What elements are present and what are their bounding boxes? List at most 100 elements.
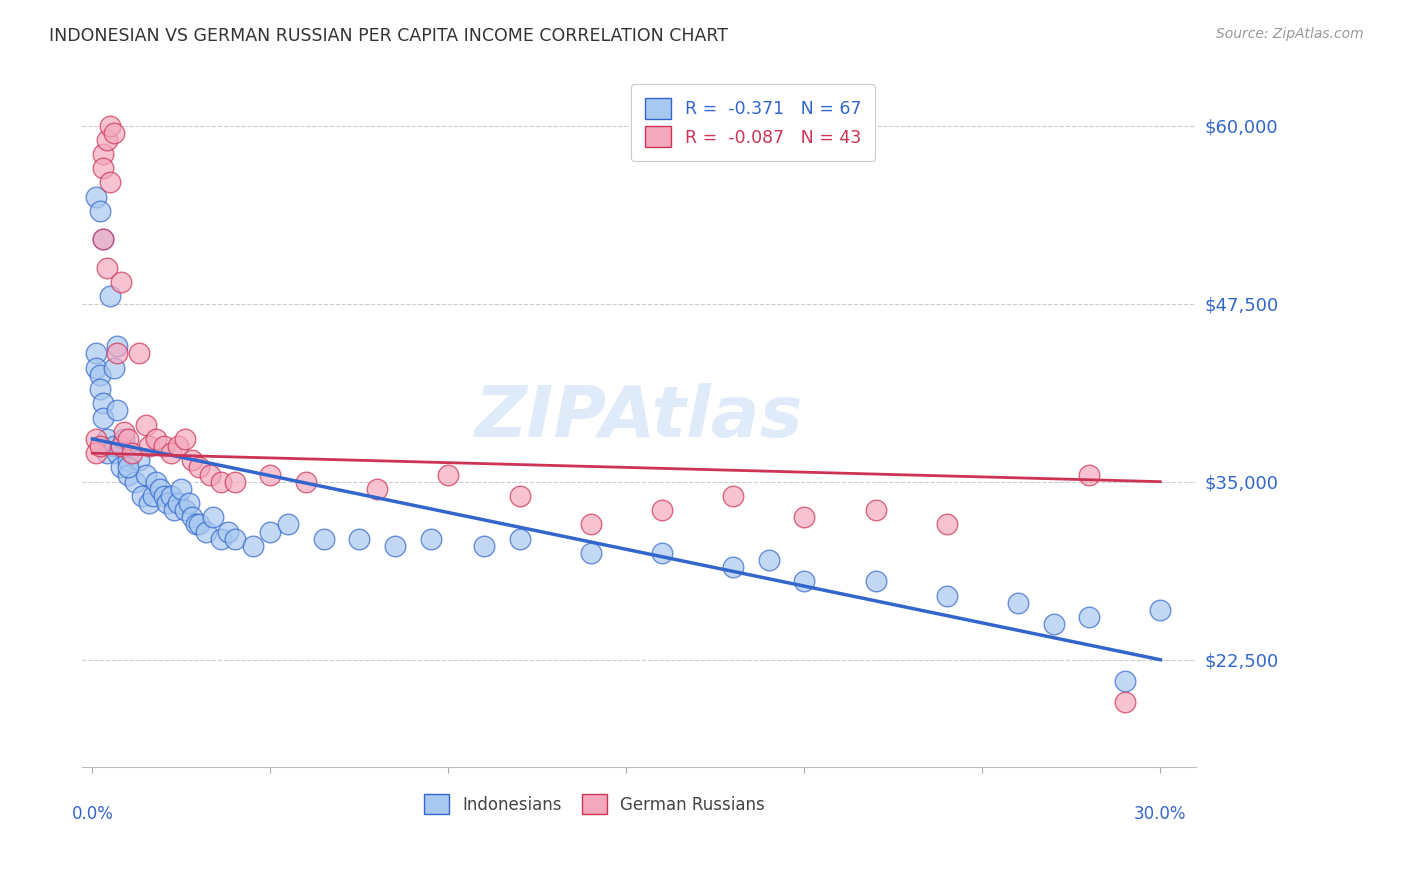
Point xyxy=(105,403,128,417)
Point xyxy=(114,432,136,446)
Point xyxy=(242,539,264,553)
Point xyxy=(259,467,281,482)
Point xyxy=(159,446,181,460)
Point xyxy=(110,460,132,475)
Point xyxy=(174,503,197,517)
Point xyxy=(135,467,157,482)
Point xyxy=(509,532,531,546)
Point xyxy=(217,524,239,539)
Point xyxy=(91,232,114,246)
Point xyxy=(198,467,221,482)
Point xyxy=(166,496,188,510)
Point xyxy=(89,368,111,382)
Point xyxy=(117,460,139,475)
Point xyxy=(935,517,957,532)
Point xyxy=(91,232,114,246)
Point xyxy=(131,489,153,503)
Point xyxy=(793,510,815,524)
Point xyxy=(91,410,114,425)
Point xyxy=(184,517,207,532)
Point xyxy=(149,482,172,496)
Point xyxy=(472,539,495,553)
Point xyxy=(103,126,125,140)
Point xyxy=(188,517,211,532)
Point xyxy=(437,467,460,482)
Point xyxy=(509,489,531,503)
Point xyxy=(84,432,107,446)
Point xyxy=(110,439,132,453)
Point xyxy=(98,176,121,190)
Point xyxy=(166,439,188,453)
Point xyxy=(163,503,186,517)
Point xyxy=(1114,696,1136,710)
Point xyxy=(121,446,143,460)
Point xyxy=(105,339,128,353)
Point xyxy=(105,446,128,460)
Point xyxy=(651,546,673,560)
Point xyxy=(135,417,157,432)
Point xyxy=(128,453,150,467)
Point xyxy=(96,432,118,446)
Point xyxy=(156,496,179,510)
Point xyxy=(349,532,371,546)
Point xyxy=(84,346,107,360)
Point xyxy=(138,439,160,453)
Point xyxy=(91,161,114,176)
Point xyxy=(721,489,744,503)
Point xyxy=(1042,617,1064,632)
Text: Source: ZipAtlas.com: Source: ZipAtlas.com xyxy=(1216,27,1364,41)
Text: INDONESIAN VS GERMAN RUSSIAN PER CAPITA INCOME CORRELATION CHART: INDONESIAN VS GERMAN RUSSIAN PER CAPITA … xyxy=(49,27,728,45)
Point xyxy=(384,539,406,553)
Point xyxy=(865,503,887,517)
Point xyxy=(98,289,121,303)
Point xyxy=(103,360,125,375)
Point xyxy=(124,475,146,489)
Point xyxy=(224,475,246,489)
Point xyxy=(1114,674,1136,689)
Point xyxy=(110,275,132,289)
Point xyxy=(142,489,165,503)
Point xyxy=(84,446,107,460)
Point xyxy=(91,147,114,161)
Point xyxy=(209,475,232,489)
Point xyxy=(145,432,167,446)
Point xyxy=(758,553,780,567)
Point xyxy=(117,432,139,446)
Point xyxy=(138,496,160,510)
Point xyxy=(1078,610,1101,624)
Point xyxy=(579,517,602,532)
Point xyxy=(91,396,114,410)
Point xyxy=(366,482,388,496)
Point xyxy=(103,439,125,453)
Point xyxy=(174,432,197,446)
Point xyxy=(1007,596,1029,610)
Text: 30.0%: 30.0% xyxy=(1135,805,1187,823)
Point xyxy=(152,489,174,503)
Point xyxy=(159,489,181,503)
Point xyxy=(89,439,111,453)
Text: 0.0%: 0.0% xyxy=(72,805,114,823)
Point xyxy=(145,475,167,489)
Point xyxy=(651,503,673,517)
Point xyxy=(89,204,111,219)
Point xyxy=(188,460,211,475)
Point xyxy=(177,496,200,510)
Point xyxy=(419,532,441,546)
Point xyxy=(117,453,139,467)
Point xyxy=(96,446,118,460)
Point xyxy=(84,360,107,375)
Point xyxy=(209,532,232,546)
Point xyxy=(170,482,193,496)
Point xyxy=(152,439,174,453)
Point xyxy=(96,133,118,147)
Point xyxy=(195,524,218,539)
Point xyxy=(98,119,121,133)
Point xyxy=(105,346,128,360)
Point xyxy=(181,510,204,524)
Point xyxy=(935,589,957,603)
Point xyxy=(96,260,118,275)
Point xyxy=(89,382,111,396)
Point xyxy=(259,524,281,539)
Text: ZIPAtlas: ZIPAtlas xyxy=(475,383,803,452)
Point xyxy=(1149,603,1171,617)
